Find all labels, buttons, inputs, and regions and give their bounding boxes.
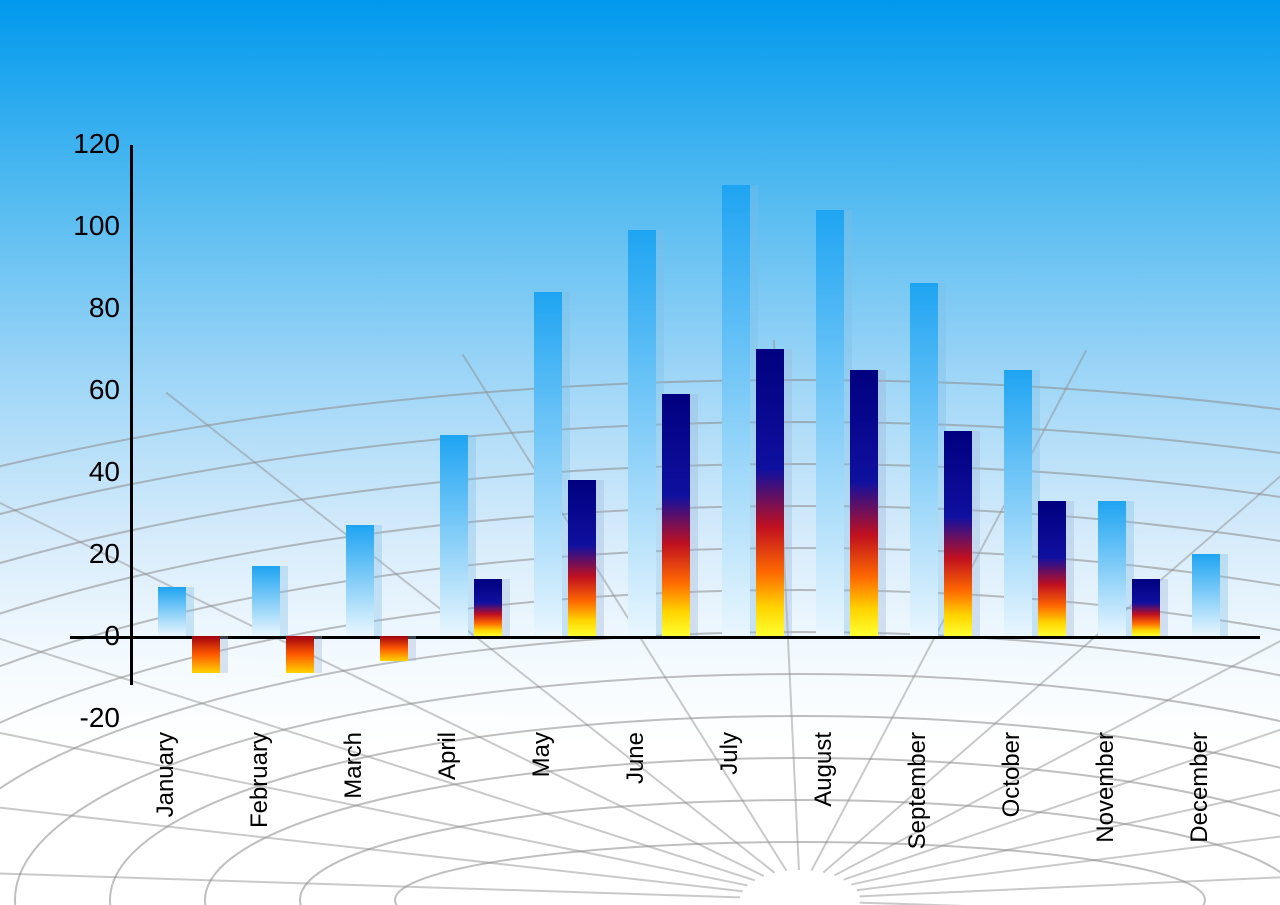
bar-series-a [440, 435, 468, 636]
bar-series-a [346, 525, 374, 636]
bar-series-b [662, 394, 690, 636]
x-axis-label: January [152, 732, 180, 817]
bar-series-a [1004, 370, 1032, 637]
x-axis-label: March [340, 732, 368, 799]
x-axis-label: June [622, 732, 650, 784]
y-tick-label: -20 [80, 702, 120, 734]
bar-series-a [628, 230, 656, 636]
bar-series-a [1098, 501, 1126, 636]
x-axis-label: May [528, 732, 556, 777]
bar-series-b [850, 370, 878, 637]
x-axis-label: August [810, 732, 838, 807]
x-axis-label: December [1186, 732, 1214, 843]
y-tick-label: 100 [73, 210, 120, 242]
bar-series-b [944, 431, 972, 636]
bar-series-b [568, 480, 596, 636]
monthly-bar-chart: -20 0 20 40 60 80 100 120 January February March A… [0, 0, 1280, 905]
bar-series-a [158, 587, 186, 636]
y-axis-line [130, 145, 133, 685]
bar-series-a [1192, 554, 1220, 636]
bar-series-b [474, 579, 502, 636]
x-axis-label: July [716, 732, 744, 775]
y-tick-label: 80 [89, 292, 120, 324]
bar-series-b [1038, 501, 1066, 636]
bar-series-a [252, 566, 280, 636]
bar-series-a [910, 283, 938, 636]
bar-series-b [192, 636, 220, 673]
y-tick-label: 0 [104, 620, 120, 652]
x-axis-label: November [1092, 732, 1120, 843]
bar-series-b [756, 349, 784, 636]
bar-series-a [722, 185, 750, 636]
bar-series-a [534, 292, 562, 636]
bar-series-b [380, 636, 408, 661]
y-tick-label: 20 [89, 538, 120, 570]
y-tick-label: 40 [89, 456, 120, 488]
bar-series-a [816, 210, 844, 636]
bar-series-b [1132, 579, 1160, 636]
y-tick-label: 60 [89, 374, 120, 406]
x-axis-label: April [434, 732, 462, 780]
y-tick-label: 120 [73, 128, 120, 160]
x-axis-label: September [904, 732, 932, 849]
x-axis-label: October [998, 732, 1026, 817]
bar-series-b [286, 636, 314, 673]
x-axis-label: February [246, 732, 274, 828]
